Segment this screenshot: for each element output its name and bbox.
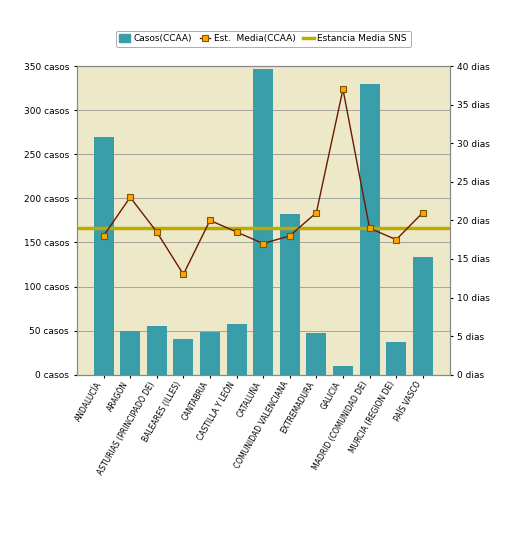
Bar [333, 366, 353, 375]
Bar [147, 326, 167, 375]
Bar [307, 333, 327, 375]
Bar [94, 137, 113, 375]
Bar [120, 331, 140, 375]
Bar [173, 339, 193, 375]
Bar [253, 69, 273, 375]
Bar [280, 214, 300, 375]
Bar [413, 257, 433, 375]
Bar [200, 332, 220, 375]
Bar [386, 342, 406, 375]
Legend: Casos(CCAA), Est.  Media(CCAA), Estancia Media SNS: Casos(CCAA), Est. Media(CCAA), Estancia … [116, 30, 410, 47]
Bar [226, 325, 246, 375]
Bar [360, 84, 380, 375]
